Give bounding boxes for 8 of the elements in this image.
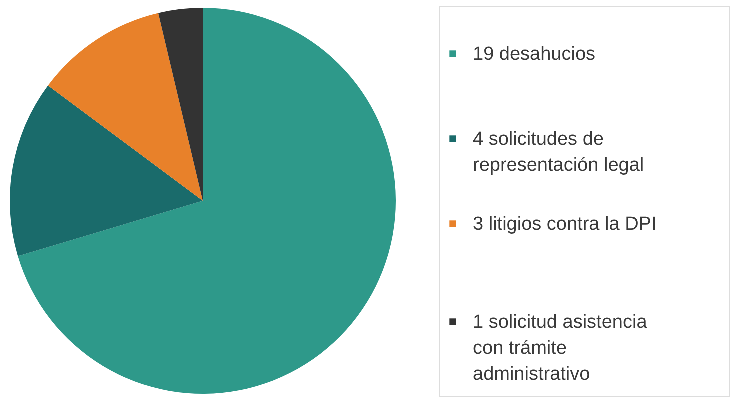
pie-slice	[10, 86, 203, 256]
legend-label: 3 litigios contra la DPI	[473, 214, 657, 235]
pie-slice	[48, 13, 203, 201]
pie-slice	[158, 8, 203, 201]
legend-label: 1 solicitud asistencia con trámite administrativo	[473, 312, 648, 385]
legend-label: 4 solicitudes de representación legal	[473, 129, 644, 176]
pie-slice	[18, 8, 396, 394]
legend-label: 19 desahucios	[473, 44, 596, 65]
